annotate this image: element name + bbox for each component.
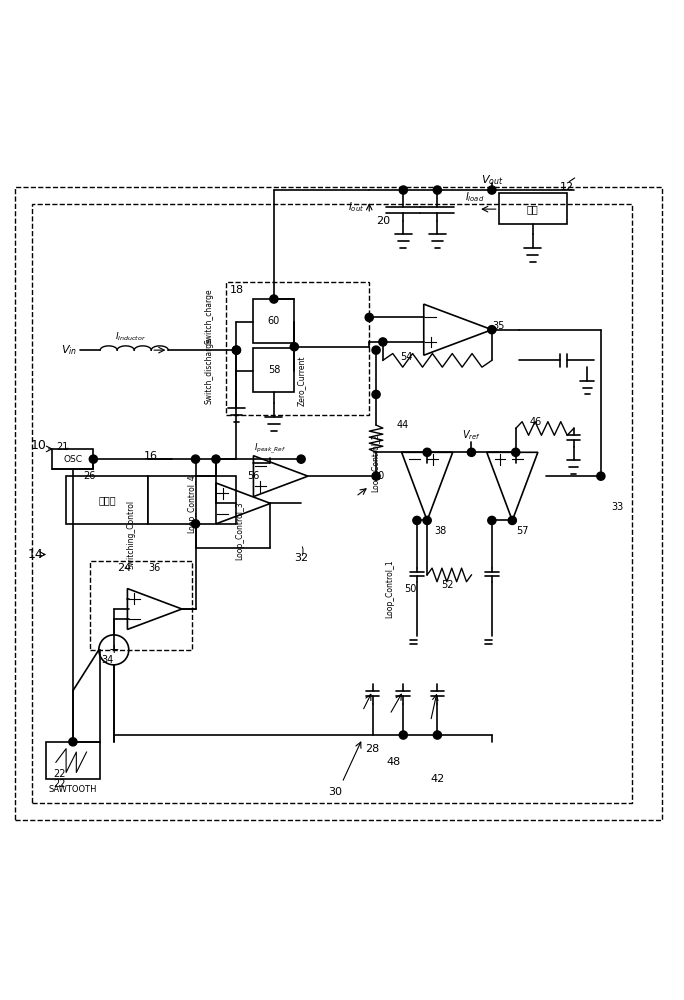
- FancyBboxPatch shape: [53, 449, 93, 469]
- Circle shape: [69, 738, 77, 746]
- Text: 48: 48: [386, 757, 400, 767]
- Text: 16: 16: [144, 451, 158, 461]
- Circle shape: [596, 472, 605, 480]
- Circle shape: [233, 346, 241, 354]
- Circle shape: [365, 313, 373, 322]
- Text: 20: 20: [376, 216, 390, 226]
- Circle shape: [399, 186, 408, 194]
- Text: 21: 21: [57, 442, 69, 452]
- Text: 56: 56: [247, 471, 260, 481]
- Bar: [226, 282, 369, 415]
- Circle shape: [433, 186, 441, 194]
- Text: Switch_discharge: Switch_discharge: [205, 337, 213, 404]
- Circle shape: [413, 516, 421, 525]
- FancyBboxPatch shape: [66, 476, 148, 524]
- Circle shape: [488, 326, 496, 334]
- Text: 34: 34: [101, 655, 113, 665]
- Circle shape: [192, 520, 200, 528]
- Circle shape: [512, 448, 520, 456]
- Circle shape: [508, 516, 516, 525]
- FancyBboxPatch shape: [148, 476, 237, 524]
- Text: 12: 12: [560, 182, 574, 192]
- Text: 10: 10: [31, 439, 47, 452]
- Circle shape: [488, 516, 496, 525]
- Text: 57: 57: [516, 526, 528, 536]
- Text: 18: 18: [230, 285, 244, 295]
- Text: Loop_Control_3: Loop_Control_3: [235, 501, 244, 560]
- Circle shape: [192, 455, 200, 463]
- FancyBboxPatch shape: [46, 742, 100, 779]
- Text: 负载: 负载: [527, 204, 538, 214]
- Text: 38: 38: [434, 526, 446, 536]
- Text: 14: 14: [27, 548, 43, 561]
- Circle shape: [290, 343, 298, 351]
- Text: $I_{peak\_Ref}$: $I_{peak\_Ref}$: [254, 442, 287, 456]
- Text: 36: 36: [148, 563, 161, 573]
- Text: Loop_Control_4: Loop_Control_4: [187, 474, 196, 533]
- Circle shape: [297, 455, 305, 463]
- Text: 22: 22: [53, 769, 66, 779]
- Text: 46: 46: [529, 417, 542, 427]
- Text: 35: 35: [492, 321, 504, 331]
- FancyBboxPatch shape: [499, 193, 567, 224]
- Bar: [32, 204, 631, 803]
- Circle shape: [433, 731, 441, 739]
- Text: +: +: [109, 643, 119, 656]
- Text: Zero_Current: Zero_Current: [297, 356, 306, 406]
- Text: 58: 58: [267, 365, 280, 375]
- Text: 开关器: 开关器: [98, 495, 116, 505]
- Text: $I_{load}$: $I_{load}$: [465, 190, 484, 204]
- Text: 28: 28: [365, 744, 380, 754]
- Circle shape: [423, 516, 431, 525]
- Circle shape: [379, 338, 387, 346]
- Text: OSC: OSC: [64, 455, 82, 464]
- Text: 50: 50: [404, 584, 417, 594]
- Circle shape: [399, 731, 408, 739]
- FancyBboxPatch shape: [254, 348, 294, 392]
- Bar: [90, 561, 192, 650]
- Circle shape: [269, 295, 278, 303]
- Text: Loop_Control_2: Loop_Control_2: [371, 433, 380, 492]
- Circle shape: [372, 346, 380, 354]
- Text: $V_{in}$: $V_{in}$: [62, 343, 77, 357]
- Circle shape: [233, 346, 241, 354]
- Text: SAWTOOTH: SAWTOOTH: [49, 785, 97, 794]
- Text: 60: 60: [267, 316, 280, 326]
- Text: 42: 42: [430, 774, 445, 784]
- Text: 32: 32: [294, 553, 308, 563]
- Text: Loop_Control_1: Loop_Control_1: [385, 559, 394, 618]
- Circle shape: [212, 455, 220, 463]
- Text: $I_{Inductor}$: $I_{Inductor}$: [115, 330, 146, 343]
- Text: 22: 22: [53, 779, 66, 789]
- Text: 44: 44: [397, 420, 409, 430]
- Text: Switching_Control: Switching_Control: [127, 499, 135, 569]
- Text: 24: 24: [117, 563, 131, 573]
- Circle shape: [90, 455, 97, 463]
- Text: $I_{out}$: $I_{out}$: [347, 200, 364, 214]
- Text: 52: 52: [441, 580, 454, 590]
- Circle shape: [372, 472, 380, 480]
- Circle shape: [423, 448, 431, 456]
- Text: 33: 33: [611, 502, 623, 512]
- Text: 54: 54: [401, 352, 413, 362]
- Text: $V_{ref}$: $V_{ref}$: [462, 428, 481, 442]
- FancyBboxPatch shape: [254, 299, 294, 343]
- Text: 26: 26: [83, 471, 96, 481]
- Text: 40: 40: [373, 471, 385, 481]
- Text: 30: 30: [328, 787, 342, 797]
- Circle shape: [488, 186, 496, 194]
- Circle shape: [372, 390, 380, 398]
- Circle shape: [467, 448, 475, 456]
- Text: Switch_charge: Switch_charge: [205, 288, 213, 344]
- Text: $V_{out}$: $V_{out}$: [481, 173, 503, 187]
